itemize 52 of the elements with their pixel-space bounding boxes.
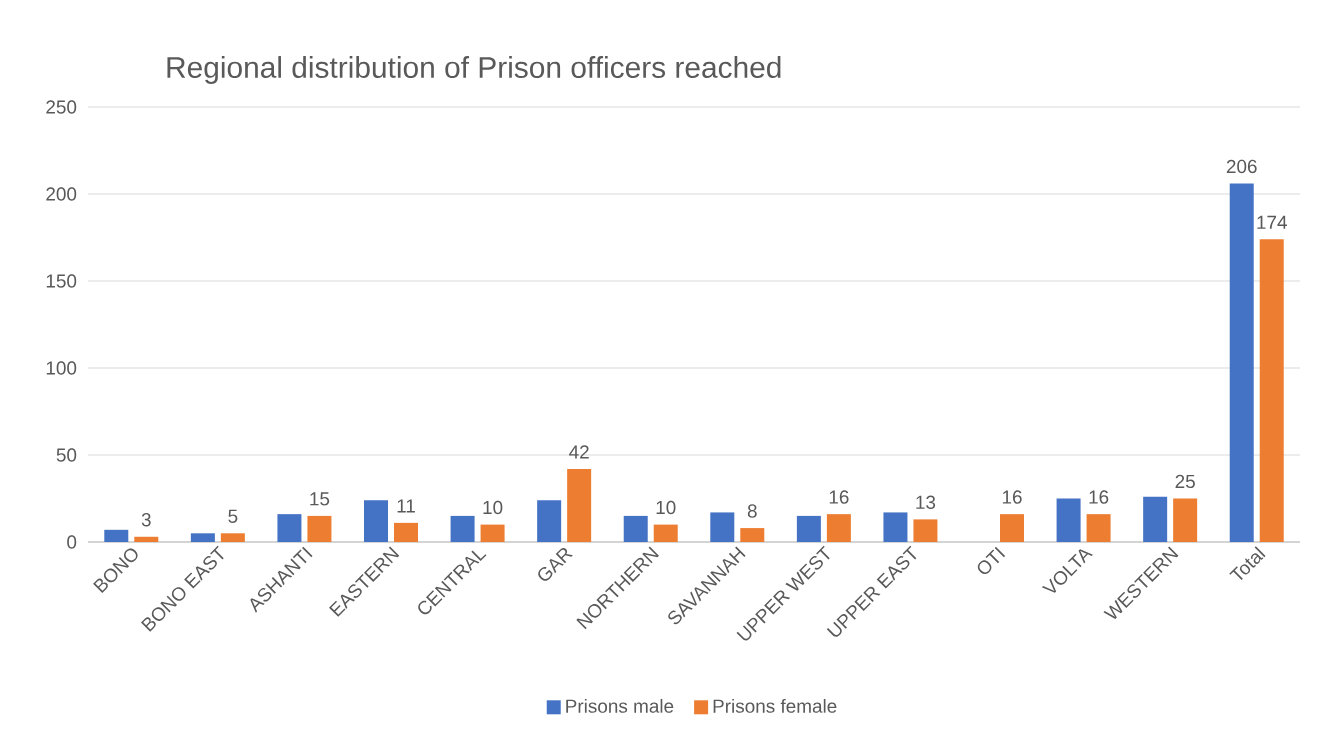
bar xyxy=(913,519,938,542)
bar xyxy=(1143,496,1168,542)
bar xyxy=(220,533,245,542)
data-label: 10 xyxy=(656,500,676,515)
data-label: 11 xyxy=(397,499,415,513)
data-label: 25 xyxy=(1175,474,1195,489)
bar xyxy=(1056,498,1081,542)
y-tick-label: 150 xyxy=(46,274,77,288)
bar xyxy=(1000,514,1025,542)
data-label: 174 xyxy=(1257,215,1287,229)
legend-label: Prisons female xyxy=(713,698,837,713)
bar xyxy=(277,514,302,542)
bar xyxy=(826,514,851,542)
data-label: 16 xyxy=(1002,490,1022,504)
y-tick-label: 250 xyxy=(46,100,77,114)
y-tick-label: 200 xyxy=(46,187,77,201)
data-label: 206 xyxy=(1226,159,1257,174)
bar xyxy=(134,536,159,542)
y-tick-label: 100 xyxy=(46,361,77,375)
data-label: 3 xyxy=(141,512,151,527)
data-label: 10 xyxy=(483,500,503,515)
bar xyxy=(364,500,388,542)
data-label: 16 xyxy=(829,490,849,504)
bar xyxy=(883,512,908,542)
y-tick-label: 0 xyxy=(67,535,77,549)
bar xyxy=(104,529,129,542)
data-label: 8 xyxy=(747,504,757,518)
data-label: 16 xyxy=(1089,490,1109,504)
bar xyxy=(450,515,475,542)
bar xyxy=(1229,183,1254,542)
bar xyxy=(1173,498,1198,542)
bar xyxy=(190,533,215,542)
data-label: 42 xyxy=(569,445,589,459)
legend-label: Prisons male xyxy=(566,698,674,713)
data-label: 5 xyxy=(228,509,238,523)
bar xyxy=(796,515,821,542)
bar xyxy=(623,515,648,542)
bar xyxy=(537,500,562,542)
bar xyxy=(653,524,678,542)
chart-title: Regional distribution of Prison officers reached xyxy=(167,56,781,84)
bar xyxy=(480,524,505,542)
bar xyxy=(740,528,765,542)
bar xyxy=(567,468,592,542)
y-tick-label: 50 xyxy=(56,448,77,462)
bar xyxy=(1086,514,1111,542)
data-label: 15 xyxy=(310,492,330,506)
data-label: 13 xyxy=(916,495,936,509)
bar xyxy=(1259,239,1284,542)
bar xyxy=(394,522,419,542)
x-tick-label: OTI xyxy=(977,546,1006,575)
bar xyxy=(307,515,332,542)
bar xyxy=(710,512,735,542)
